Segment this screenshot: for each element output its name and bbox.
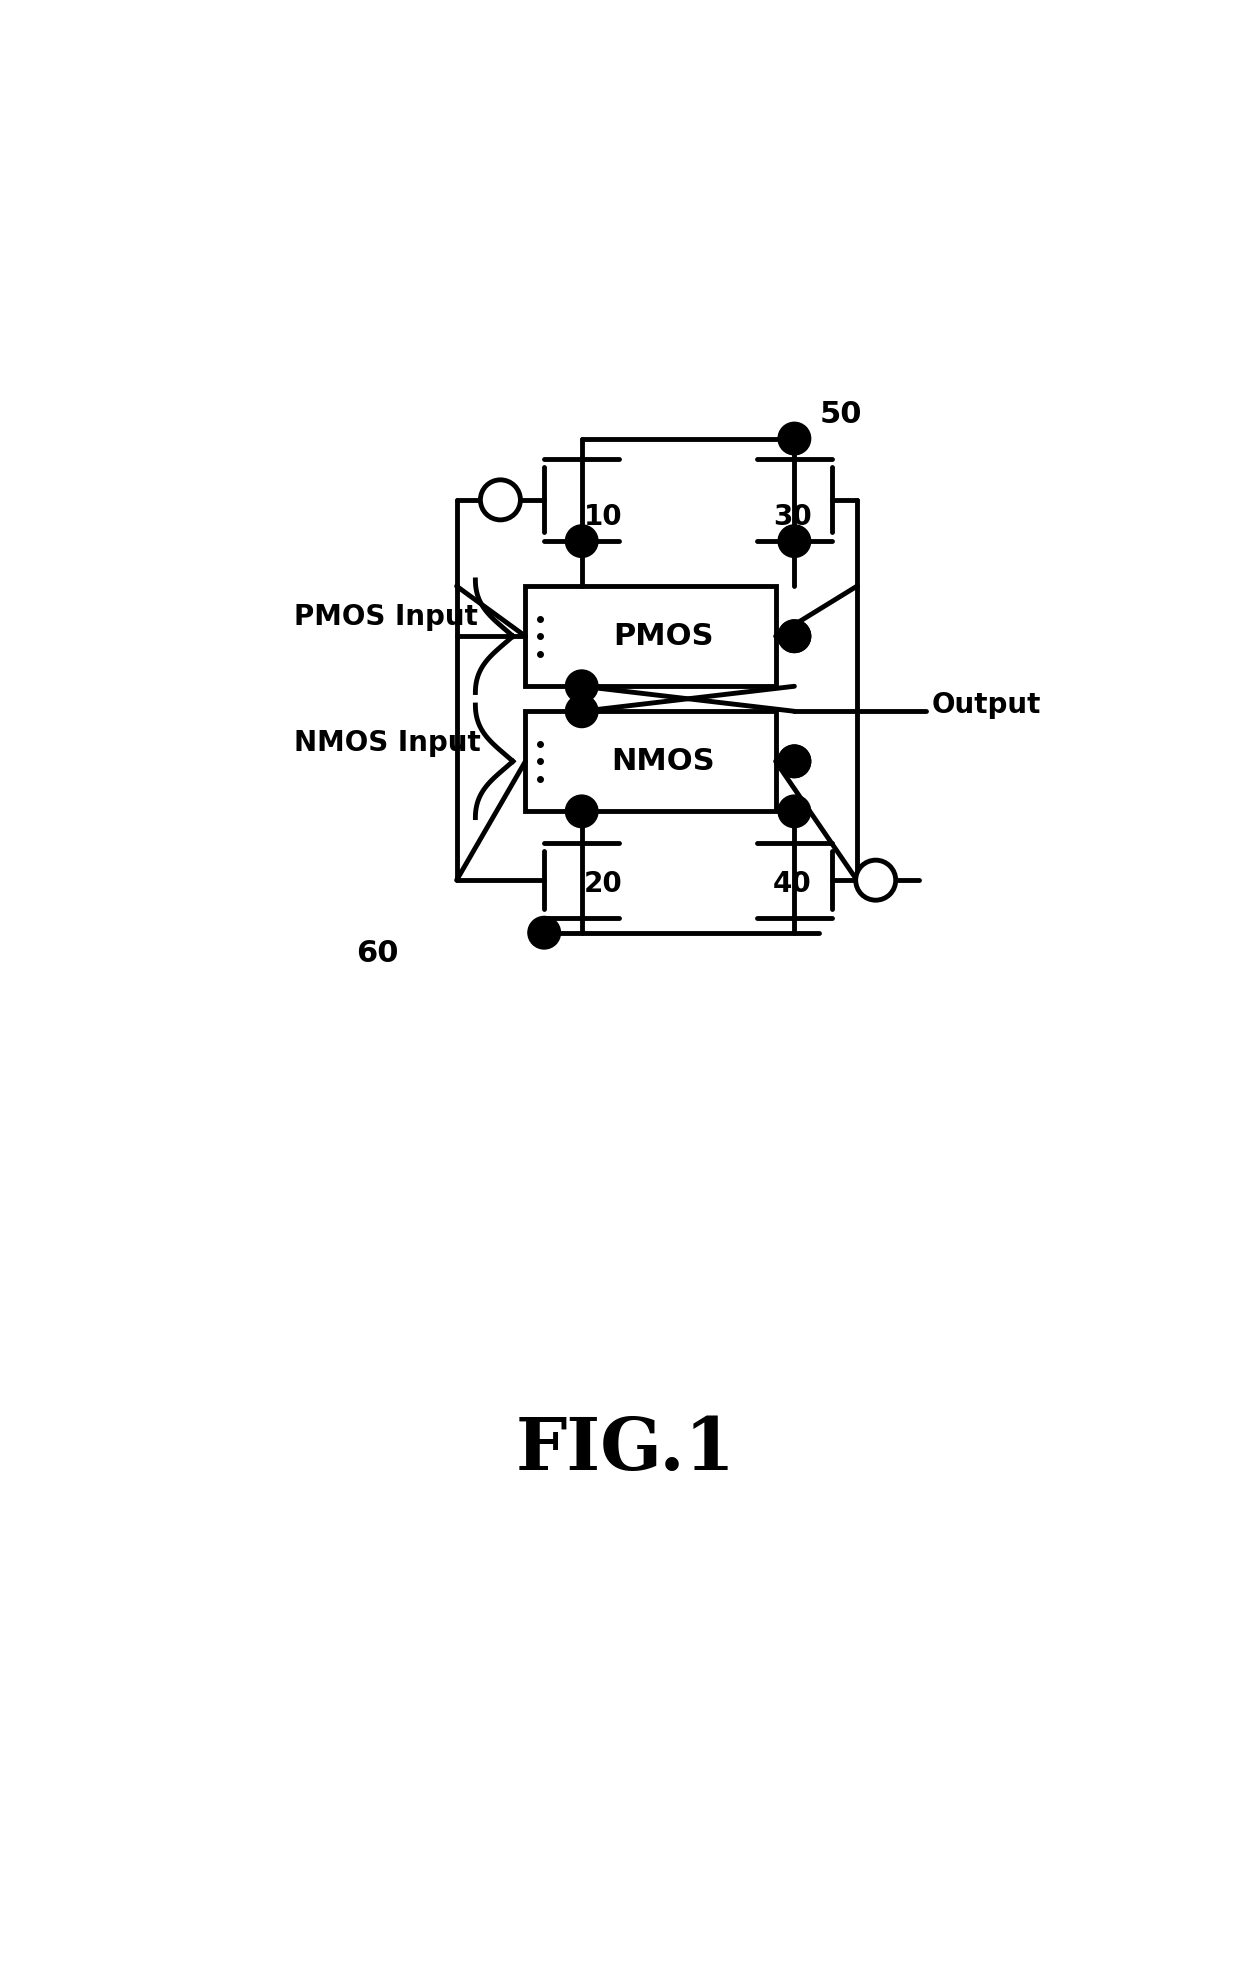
Circle shape [778, 525, 811, 558]
Text: NMOS Input: NMOS Input [294, 728, 480, 756]
Circle shape [565, 694, 598, 728]
Bar [525, 712, 776, 811]
Text: 60: 60 [357, 939, 399, 969]
Circle shape [565, 795, 598, 827]
Circle shape [778, 795, 811, 827]
Text: 20: 20 [584, 870, 623, 898]
Text: PMOS: PMOS [613, 621, 713, 651]
Circle shape [778, 422, 811, 456]
Text: 40: 40 [773, 870, 812, 898]
Text: Output: Output [932, 691, 1041, 718]
Text: 50: 50 [819, 401, 862, 428]
Circle shape [778, 746, 811, 777]
Text: FIG.1: FIG.1 [515, 1415, 736, 1486]
Circle shape [528, 915, 560, 949]
Circle shape [778, 746, 811, 777]
Text: PMOS Input: PMOS Input [294, 604, 478, 631]
Circle shape [565, 671, 598, 702]
Text: 10: 10 [584, 503, 623, 531]
Circle shape [565, 525, 598, 558]
Text: 30: 30 [773, 503, 812, 531]
Text: NMOS: NMOS [612, 748, 714, 775]
Bar [525, 586, 776, 687]
Circle shape [856, 860, 896, 900]
Circle shape [778, 620, 811, 653]
Circle shape [480, 479, 520, 519]
Circle shape [778, 620, 811, 653]
